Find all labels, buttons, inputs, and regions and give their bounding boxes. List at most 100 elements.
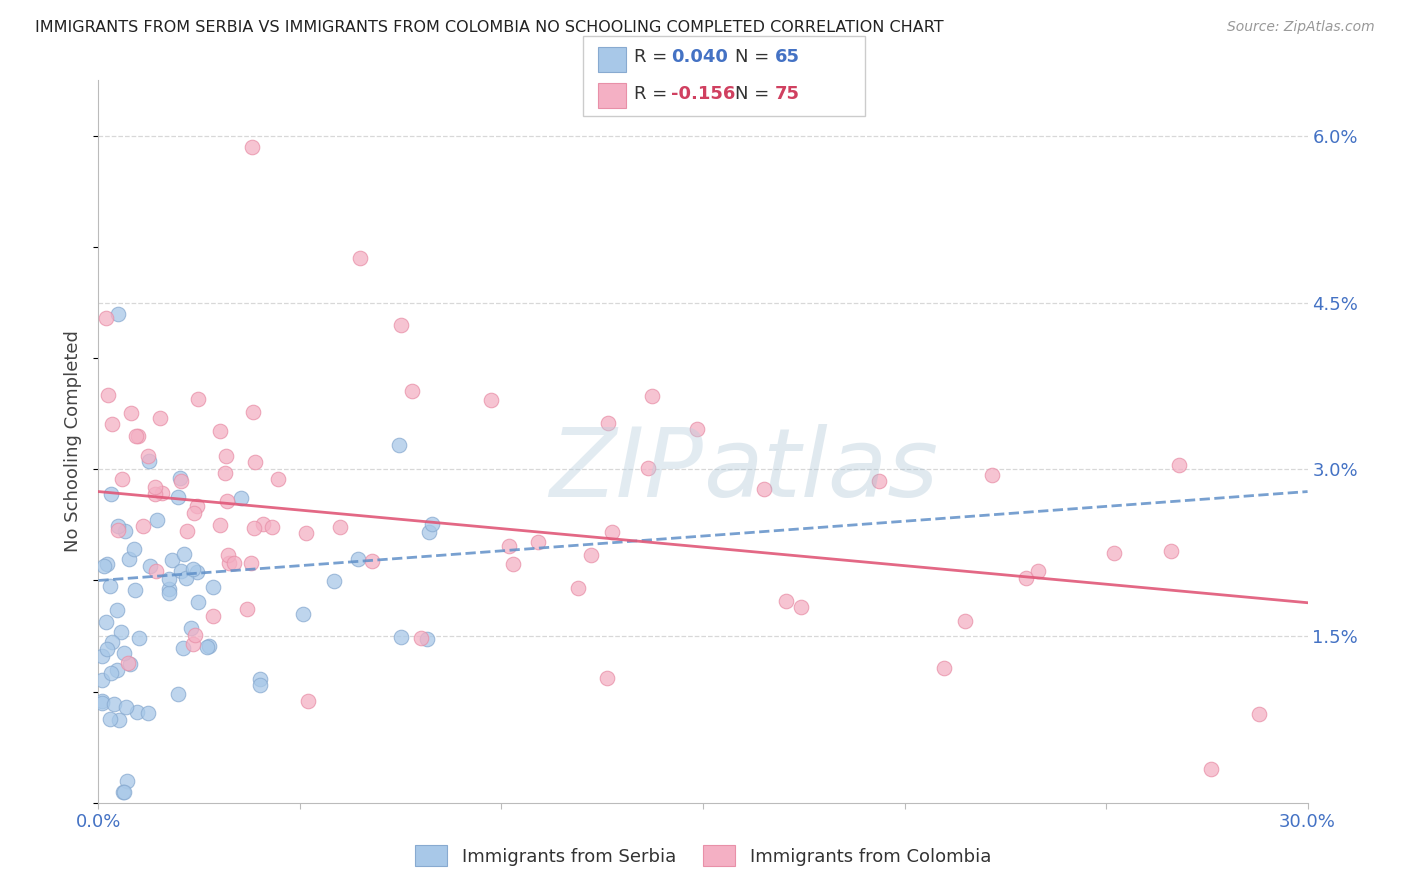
Point — [245, 455, 267, 469]
Point — [112, 785, 135, 799]
Point — [105, 663, 128, 677]
Point — [91, 649, 114, 664]
Point — [107, 714, 129, 728]
Point — [297, 694, 319, 708]
Point — [214, 466, 236, 480]
Point — [128, 631, 150, 645]
Text: 65: 65 — [775, 48, 800, 66]
Point — [641, 389, 664, 403]
Point — [93, 559, 115, 574]
Text: 75: 75 — [775, 86, 800, 103]
Point — [100, 487, 122, 501]
Point — [103, 698, 125, 712]
Point — [101, 417, 124, 432]
Point — [96, 311, 118, 326]
Point — [596, 671, 619, 685]
Text: Source: ZipAtlas.com: Source: ZipAtlas.com — [1227, 20, 1375, 34]
Point — [347, 551, 370, 566]
Point — [169, 471, 191, 485]
Point — [1102, 546, 1125, 560]
Point — [157, 573, 180, 587]
Point — [118, 552, 141, 566]
Point — [174, 571, 197, 585]
Point — [124, 542, 146, 557]
Point — [124, 582, 146, 597]
Point — [389, 318, 412, 332]
Text: R =: R = — [634, 86, 673, 103]
Point — [295, 526, 318, 541]
Point — [139, 559, 162, 574]
Point — [242, 405, 264, 419]
Point — [418, 525, 440, 540]
Point — [176, 524, 198, 539]
Point — [105, 603, 128, 617]
Point — [1201, 763, 1223, 777]
Point — [1168, 458, 1191, 473]
Point — [932, 661, 955, 675]
Point — [136, 706, 159, 721]
Text: ZIP: ZIP — [550, 424, 703, 517]
Point — [291, 607, 314, 621]
Point — [411, 632, 433, 646]
Point — [217, 494, 239, 508]
Point — [172, 640, 194, 655]
Text: atlas: atlas — [703, 424, 938, 517]
Point — [217, 549, 239, 563]
Point — [170, 564, 193, 578]
Point — [91, 697, 114, 711]
Point — [235, 602, 257, 616]
Point — [115, 699, 138, 714]
Text: R =: R = — [634, 48, 673, 66]
Point — [145, 513, 167, 527]
Point — [186, 499, 208, 513]
Point — [602, 525, 624, 540]
Point — [91, 673, 114, 688]
Point — [420, 516, 443, 531]
Point — [187, 595, 209, 609]
Point — [1160, 544, 1182, 558]
Point — [790, 600, 813, 615]
Point — [145, 564, 167, 578]
Point — [686, 422, 709, 436]
Point — [479, 392, 502, 407]
Point — [579, 548, 602, 562]
Point — [170, 475, 193, 489]
Point — [201, 608, 224, 623]
Point — [150, 486, 173, 500]
Point — [198, 639, 221, 653]
Point — [143, 487, 166, 501]
Point — [243, 521, 266, 535]
Point — [222, 556, 245, 570]
Point — [527, 535, 550, 549]
Point — [502, 557, 524, 571]
Point — [262, 520, 284, 534]
Point — [249, 678, 271, 692]
Legend: Immigrants from Serbia, Immigrants from Colombia: Immigrants from Serbia, Immigrants from … — [408, 838, 998, 873]
Point — [111, 472, 134, 486]
Point — [209, 518, 232, 533]
Point — [136, 450, 159, 464]
Point — [100, 666, 122, 681]
Point — [114, 524, 136, 538]
Point — [127, 429, 149, 443]
Point — [111, 785, 134, 799]
Point — [323, 574, 346, 588]
Text: N =: N = — [735, 48, 775, 66]
Point — [184, 628, 207, 642]
Text: IMMIGRANTS FROM SERBIA VS IMMIGRANTS FROM COLOMBIA NO SCHOOLING COMPLETED CORREL: IMMIGRANTS FROM SERBIA VS IMMIGRANTS FRO… — [35, 20, 943, 35]
Point — [868, 474, 890, 488]
Point — [117, 656, 139, 670]
Point — [980, 468, 1002, 483]
Point — [96, 642, 118, 657]
Point — [157, 582, 180, 597]
Point — [1249, 706, 1271, 721]
Point — [120, 406, 142, 420]
Point — [754, 483, 776, 497]
Point — [97, 388, 120, 402]
Point — [173, 547, 195, 561]
Point — [239, 556, 262, 570]
Point — [252, 516, 274, 531]
Point — [388, 437, 411, 451]
Y-axis label: No Schooling Completed: No Schooling Completed — [65, 331, 83, 552]
Point — [186, 565, 208, 579]
